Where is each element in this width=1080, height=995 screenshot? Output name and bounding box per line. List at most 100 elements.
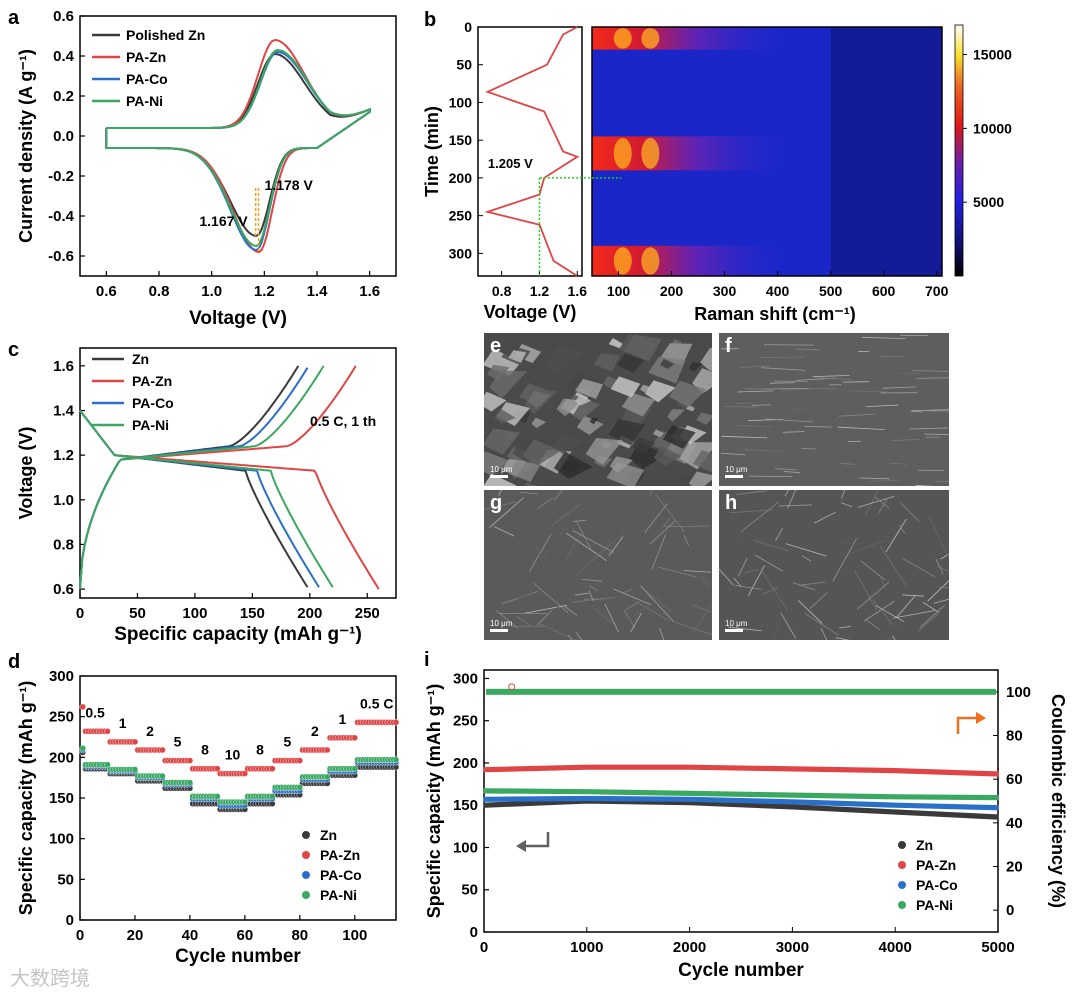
sem-feature [899, 524, 906, 535]
x-tick-label: 0.6 [96, 283, 117, 300]
sem-feature [759, 568, 788, 611]
sem-feature [902, 594, 925, 597]
y-tick-label: 150 [453, 797, 478, 814]
sem-feature [761, 367, 806, 371]
sem-feature [683, 534, 689, 546]
sem-feature [935, 558, 944, 575]
sem-feature [783, 471, 800, 473]
sem-feature [909, 427, 949, 430]
sem-feature [644, 503, 668, 533]
y2-tick-label: 0 [1006, 902, 1014, 919]
heatmap-hotspot [641, 28, 660, 49]
rate-point [351, 765, 358, 772]
sem-grain [524, 482, 538, 486]
sem-feature [737, 390, 774, 393]
sem-feature [863, 600, 895, 622]
sem-grain [639, 384, 651, 393]
x-tick-label: 200 [297, 605, 322, 622]
sem-feature [565, 531, 582, 561]
sem-feature [498, 490, 503, 496]
x-tick-label: 0.8 [492, 283, 512, 299]
sem-feature [814, 511, 836, 524]
sem-texture [719, 333, 949, 486]
sem-grain [576, 415, 604, 435]
sem-feature [537, 610, 552, 626]
colorbar-tick-label: 5000 [973, 194, 1004, 210]
sem-feature [820, 627, 828, 640]
rate-point [351, 734, 358, 742]
sem-feature [928, 515, 948, 556]
sem-feature [524, 604, 568, 614]
sem-feature [815, 377, 852, 381]
sem-texture [484, 490, 712, 640]
sem-feature [801, 555, 812, 562]
x-axis-label: Voltage (V) [189, 308, 287, 329]
y-tick-label: 1.6 [53, 358, 74, 375]
rate-label: 1 [119, 715, 127, 731]
rate-label: 8 [256, 742, 264, 758]
x-tick-label: 300 [713, 283, 737, 299]
panel-label-d: d [8, 651, 20, 673]
sem-feature [649, 490, 653, 496]
x-tick-label: 0.8 [149, 283, 170, 300]
sem-feature [621, 588, 633, 594]
right-axis-arrow [956, 716, 982, 734]
sem-feature [879, 575, 886, 590]
x-tick-label: 20 [127, 927, 144, 944]
sem-grain [484, 451, 510, 477]
sem-grain [669, 380, 707, 408]
x-tick-label: 250 [355, 605, 380, 622]
legend-label: Zn [916, 837, 933, 853]
sem-feature [736, 490, 767, 495]
left-axis-arrow [522, 832, 550, 848]
x-axis-label-raman: Raman shift (cm⁻¹) [694, 304, 856, 324]
sem-feature [900, 502, 920, 522]
heatmap-dark-region [830, 27, 942, 276]
capacity-band [483, 788, 999, 801]
y-tick-label: 50 [461, 882, 478, 899]
sem-feature [754, 554, 783, 572]
panel-label-g: g [490, 492, 503, 514]
x-tick-label: 1.2 [254, 283, 275, 300]
sem-grain [574, 378, 604, 399]
x-tick-label: 1.4 [307, 283, 329, 300]
sem-feature [841, 502, 853, 508]
ce-outlier-point [508, 683, 516, 691]
x-tick-label: 1000 [570, 939, 603, 956]
y-tick-label: 300 [453, 670, 478, 687]
sem-feature [940, 553, 949, 560]
sem-feature [735, 535, 743, 546]
sem-feature [536, 496, 554, 510]
sem-feature [721, 435, 768, 439]
heatmap-hotspot [641, 247, 660, 275]
sem-feature [664, 525, 710, 528]
x-tick-label: 40 [182, 927, 199, 944]
sem-feature [865, 618, 880, 631]
sem-grain [692, 450, 712, 473]
x-axis-label-voltage: Voltage (V) [484, 302, 577, 322]
rate-point [392, 756, 400, 763]
sem-feature [889, 462, 908, 465]
y-tick-label: 200 [453, 755, 478, 772]
discharge-curve [79, 409, 380, 590]
sem-grain [616, 353, 645, 373]
sem-grain [653, 445, 682, 466]
sem-grain [609, 456, 633, 473]
sem-feature [651, 534, 666, 570]
rate-point [159, 746, 166, 754]
sem-grain [688, 362, 703, 373]
voltage-plot-frame [477, 26, 583, 277]
y-tick-label: 0.8 [53, 536, 74, 553]
sem-feature [922, 601, 939, 613]
sem-feature [781, 390, 793, 392]
scale-bar [490, 629, 508, 632]
sem-grain [593, 353, 620, 372]
legend-label: Polished Zn [126, 27, 205, 43]
sem-feature [902, 557, 936, 578]
sem-feature [575, 632, 583, 640]
sem-feature [919, 604, 946, 628]
panel-label-h: h [725, 492, 738, 514]
sem-feature [838, 413, 876, 417]
sem-feature [519, 491, 538, 495]
sem-grain [679, 442, 712, 470]
